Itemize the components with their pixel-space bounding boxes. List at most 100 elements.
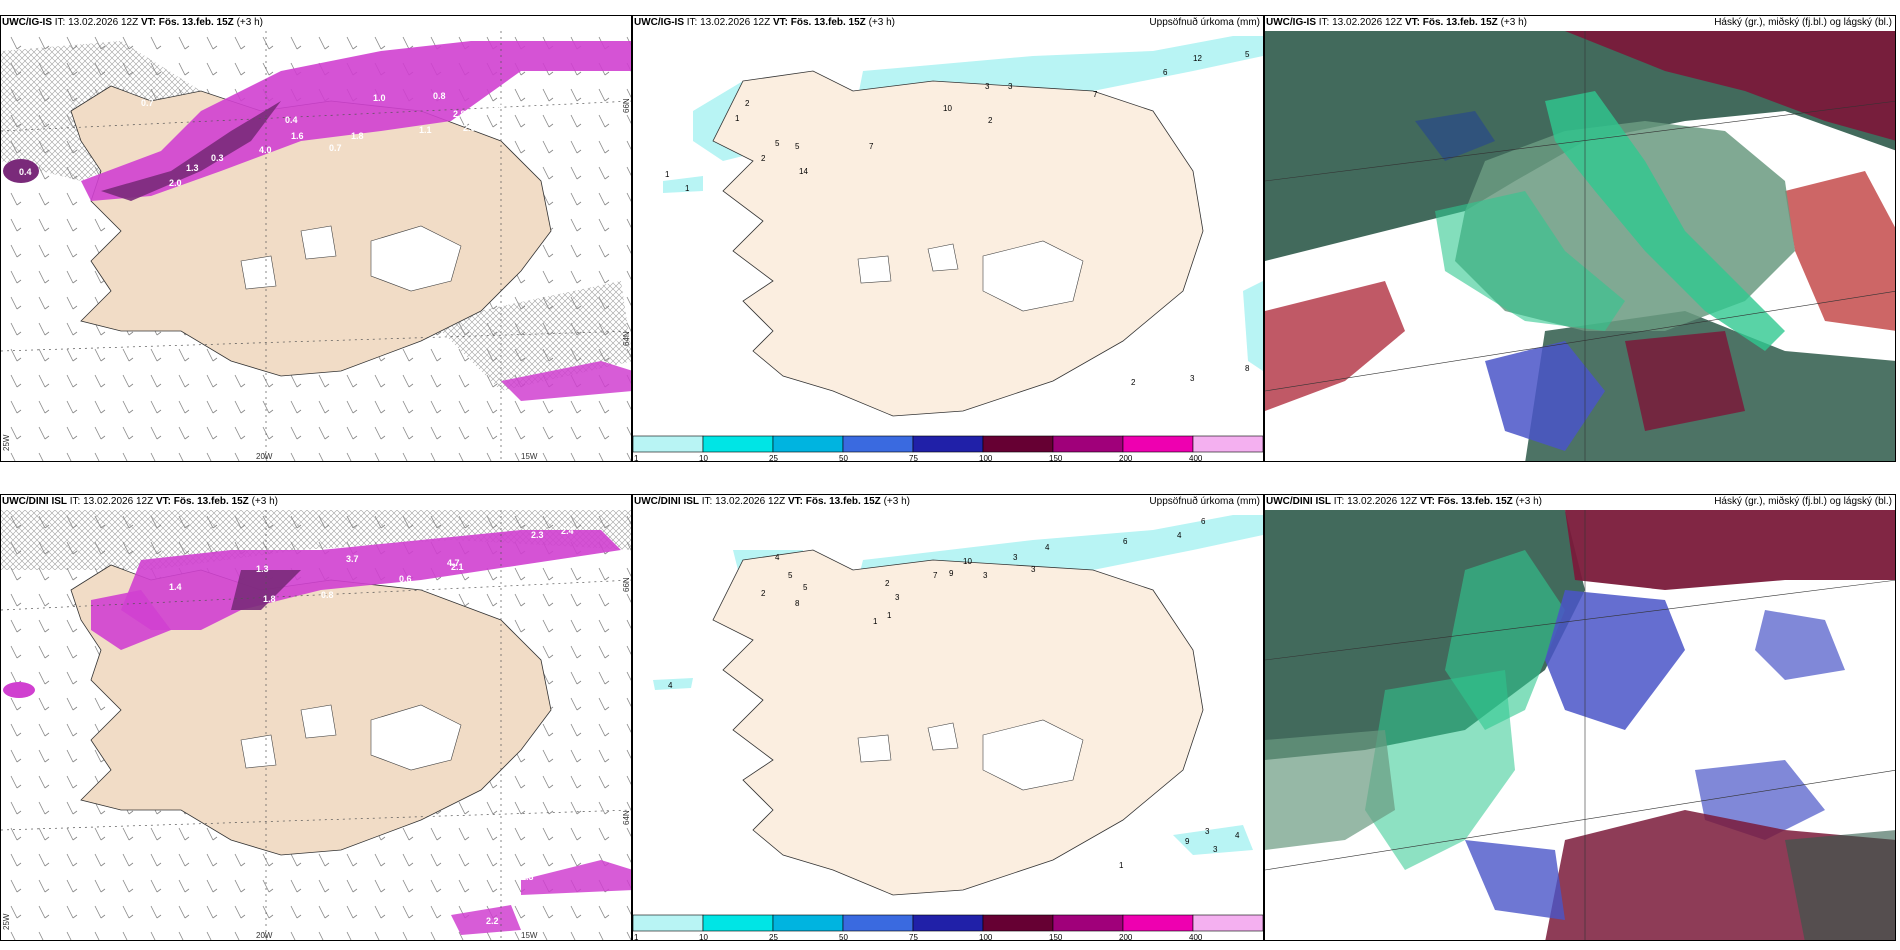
panel-ig-clouds: UWC/IG-IS IT: 13.02.2026 12Z VT: Fös. 13… bbox=[1264, 15, 1896, 462]
colorbar-swatch bbox=[772, 435, 844, 453]
panel-ig-precip: UWC/IG-IS IT: 13.02.2026 12Z VT: Fös. 13… bbox=[632, 15, 1264, 462]
panel-dini-clouds: UWC/DINI ISL IT: 13.02.2026 12Z VT: Fös.… bbox=[1264, 494, 1896, 941]
value-label: 0.4 bbox=[285, 115, 298, 125]
colorbar-swatch bbox=[633, 435, 704, 453]
precip-value: 8 bbox=[1245, 364, 1250, 373]
precip-value: 1 bbox=[735, 114, 740, 123]
precip-value: 5 bbox=[795, 142, 800, 151]
colorbar-swatch bbox=[1052, 435, 1124, 453]
precip-value: 2 bbox=[988, 116, 993, 125]
panel-title: UWC/IG-IS IT: 13.02.2026 12Z VT: Fös. 13… bbox=[1266, 17, 1527, 28]
precip-value: 6 bbox=[1201, 517, 1206, 526]
precip-value: 1 bbox=[887, 611, 892, 620]
value-label: 0.7 bbox=[329, 143, 342, 153]
clouds-map bbox=[1265, 31, 1895, 461]
lon-label: 20W bbox=[256, 452, 273, 461]
iceland-land bbox=[712, 70, 1204, 417]
colorbar-label: 150 bbox=[1049, 454, 1063, 462]
lon-label: 25W bbox=[2, 434, 11, 451]
colorbar-label: 50 bbox=[839, 454, 848, 462]
precip-value: 5 bbox=[788, 571, 793, 580]
colorbar-label: 10 bbox=[699, 933, 708, 941]
precip-value: 4 bbox=[1177, 531, 1182, 540]
colorbar-label: 150 bbox=[1049, 933, 1063, 941]
wind-map: 2.3 2.4 3.7 2.1 1.3 0.6 1.8 0.8 1.4 4.7 … bbox=[1, 510, 631, 940]
value-label: 1.0 bbox=[373, 93, 386, 103]
value-label: 1.6 bbox=[291, 131, 304, 141]
value-label: 2.0 bbox=[463, 123, 476, 133]
lon-label: 20W bbox=[256, 931, 273, 940]
value-label: 2.0 bbox=[169, 178, 182, 188]
precip-value: 6 bbox=[1123, 537, 1128, 546]
value-label: 4.0 bbox=[259, 145, 272, 155]
colorbar-swatch bbox=[772, 914, 844, 932]
value-label: 1.4 bbox=[169, 582, 182, 592]
value-label: 1.8 bbox=[351, 131, 364, 141]
colorbar-label: 400 bbox=[1189, 454, 1203, 462]
colorbar-label: 100 bbox=[979, 933, 993, 941]
value-label: 2.8 bbox=[453, 109, 466, 119]
precip-value: 1 bbox=[685, 184, 690, 193]
colorbar-swatch bbox=[912, 435, 984, 453]
precip-value: 14 bbox=[799, 167, 808, 176]
clouds-title: Háský (gr.), miðský (fj.bl.) og lágský (… bbox=[1714, 17, 1892, 28]
colorbar-label: 1 bbox=[634, 933, 639, 941]
value-label: 0.4 bbox=[19, 167, 32, 177]
precip-value: 1 bbox=[873, 617, 878, 626]
precip-value: 3 bbox=[1205, 827, 1210, 836]
precip-value: 4 bbox=[668, 681, 673, 690]
precip-value: 3 bbox=[1031, 565, 1036, 574]
colorbar-label: 200 bbox=[1119, 933, 1133, 941]
colorbar-label: 25 bbox=[769, 933, 778, 941]
iceland-land bbox=[712, 549, 1204, 896]
value-label: 1.3 bbox=[256, 564, 269, 574]
lon-label: 25W bbox=[2, 913, 11, 930]
value-label: 0.6 bbox=[399, 574, 412, 584]
lat-label: 64N bbox=[622, 331, 631, 346]
colorbar-swatch bbox=[912, 914, 984, 932]
colorbar-swatch bbox=[982, 914, 1054, 932]
precip-colorbar: 1 10 25 50 75 100 150 200 400 bbox=[633, 435, 1263, 462]
precip-value: 1 bbox=[665, 170, 670, 179]
value-label: 0.8 bbox=[433, 91, 446, 101]
value-label: 1.8 bbox=[556, 78, 569, 88]
value-label: 2.4 bbox=[561, 526, 574, 536]
lat-label: 64N bbox=[622, 810, 631, 825]
precip-band bbox=[81, 41, 631, 201]
value-label: 2.2 bbox=[486, 916, 499, 926]
value-label: 2.1 bbox=[451, 562, 464, 572]
precip-value: 7 bbox=[933, 571, 938, 580]
value-label: 1.3 bbox=[521, 872, 534, 882]
colorbar-swatch bbox=[1052, 914, 1124, 932]
panel-title: UWC/IG-IS IT: 13.02.2026 12Z VT: Fös. 13… bbox=[2, 17, 263, 28]
lat-label: 66N bbox=[622, 98, 631, 113]
colorbar-label: 1 bbox=[634, 454, 639, 462]
precip-value: 3 bbox=[985, 82, 990, 91]
value-label: 2.3 bbox=[531, 530, 544, 540]
lat-label: 66N bbox=[622, 577, 631, 592]
colorbar-label: 75 bbox=[909, 933, 918, 941]
precip-value: 4 bbox=[775, 553, 780, 562]
value-label: 0.8 bbox=[321, 590, 334, 600]
precip-value: 4 bbox=[1045, 543, 1050, 552]
precip-value: 3 bbox=[1213, 845, 1218, 854]
precip-value: 3 bbox=[1190, 374, 1195, 383]
panel-title: UWC/DINI ISL IT: 13.02.2026 12Z VT: Fös.… bbox=[1266, 496, 1542, 507]
colorbar-swatch bbox=[1122, 914, 1194, 932]
colorbar-label: 10 bbox=[699, 454, 708, 462]
precip-value: 1 bbox=[1119, 861, 1124, 870]
precip-value: 2 bbox=[761, 154, 766, 163]
value-label: 4.7 bbox=[447, 558, 460, 568]
precip-value: 9 bbox=[949, 569, 954, 578]
precip-value: 5 bbox=[1245, 50, 1250, 59]
colorbar-swatch bbox=[842, 914, 914, 932]
precip-title: Uppsöfnuð úrkoma (mm) bbox=[1149, 496, 1260, 507]
colorbar-swatch bbox=[702, 435, 774, 453]
colorbar-swatch bbox=[982, 435, 1054, 453]
value-label: 1.3 bbox=[186, 163, 199, 173]
colorbar-swatch bbox=[1192, 914, 1263, 932]
precip-value: 2 bbox=[885, 579, 890, 588]
precip-title: Uppsöfnuð úrkoma (mm) bbox=[1149, 17, 1260, 28]
value-label: 3.7 bbox=[346, 554, 359, 564]
value-label: 1.1 bbox=[419, 125, 432, 135]
